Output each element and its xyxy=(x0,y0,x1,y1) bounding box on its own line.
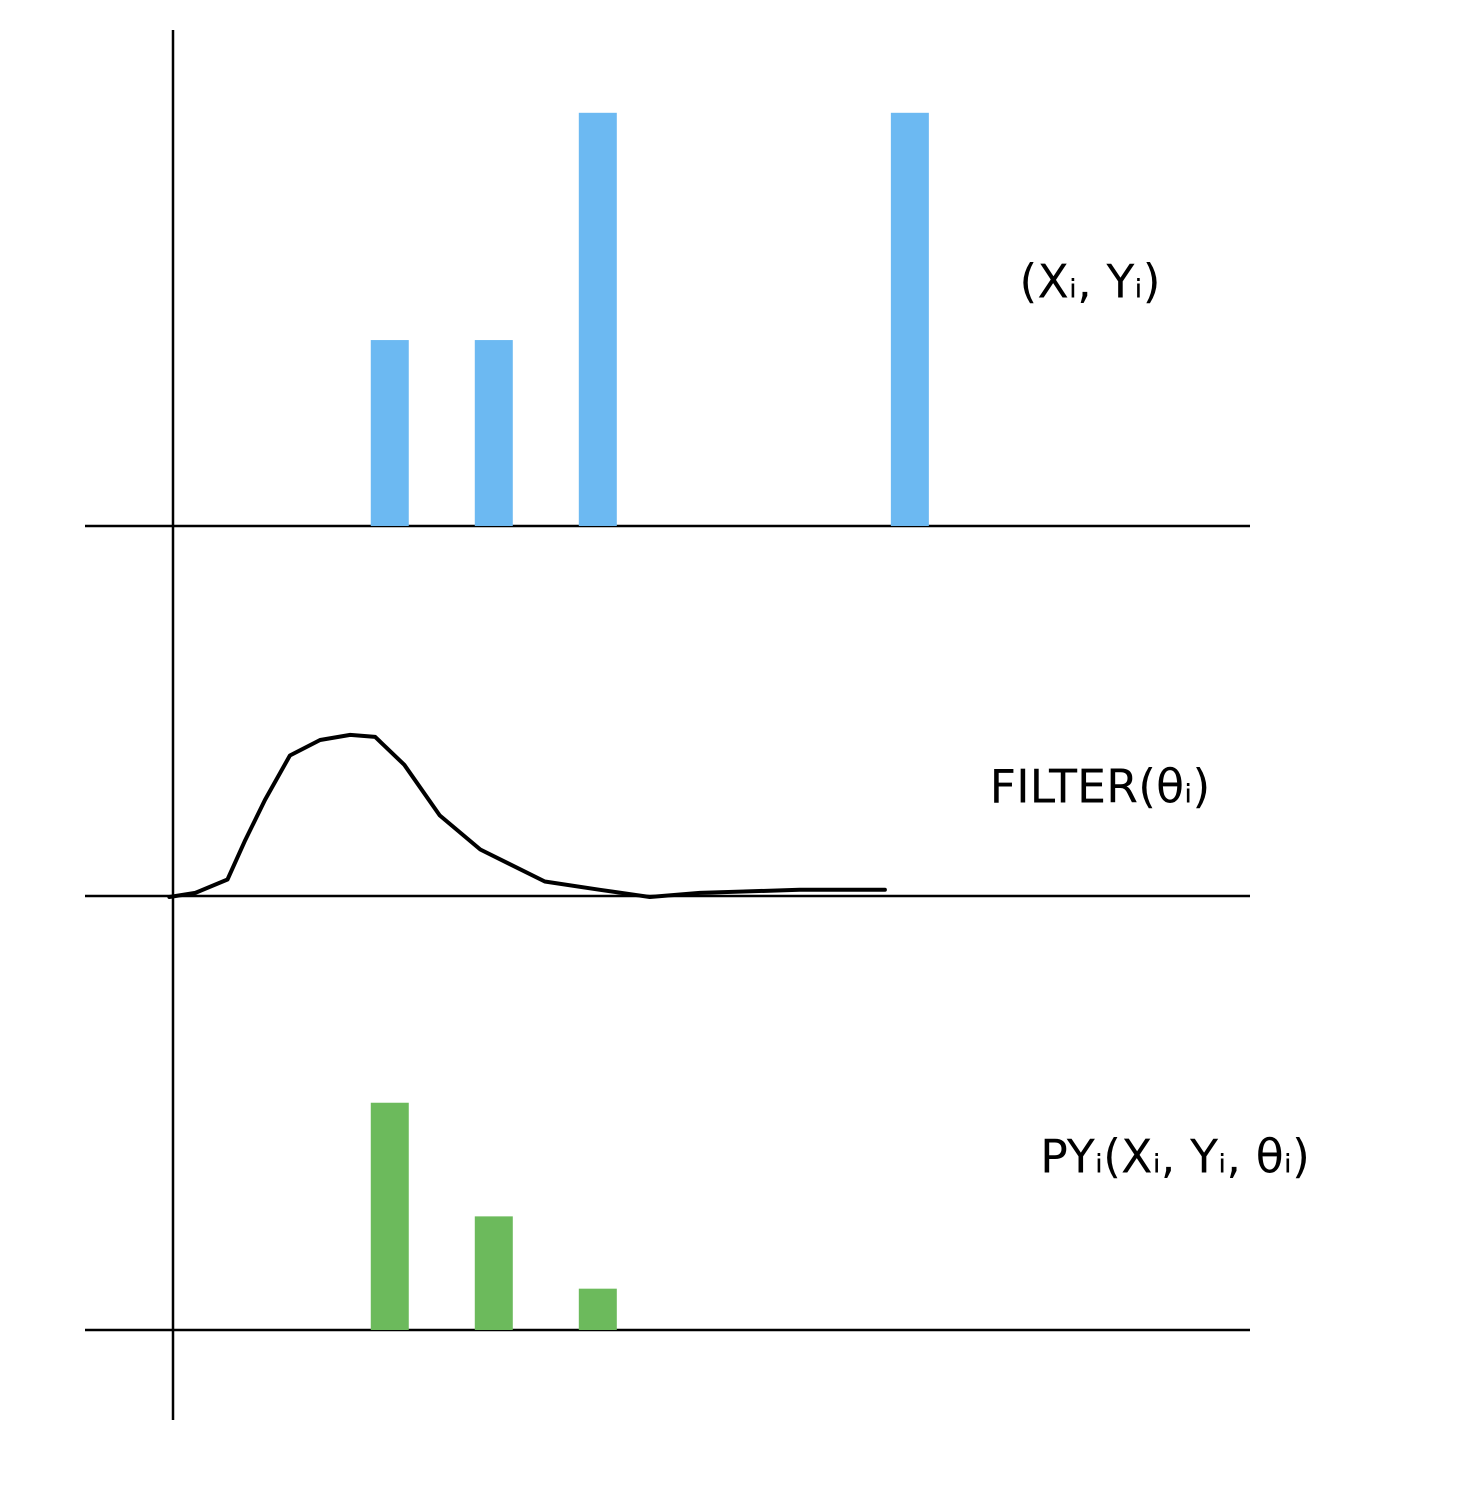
panel-label: PYᵢ(Xᵢ, Yᵢ, θᵢ) xyxy=(1040,1130,1310,1184)
bar xyxy=(474,340,513,526)
panel-label: (Xᵢ, Yᵢ) xyxy=(1019,255,1160,309)
bar xyxy=(578,112,617,527)
bar xyxy=(890,112,929,527)
bar xyxy=(474,1216,513,1330)
bar xyxy=(578,1288,617,1330)
panel-label: FILTER(θᵢ) xyxy=(990,760,1211,814)
bar xyxy=(370,1102,409,1330)
bar xyxy=(370,340,409,526)
filter-curve xyxy=(167,732,887,899)
